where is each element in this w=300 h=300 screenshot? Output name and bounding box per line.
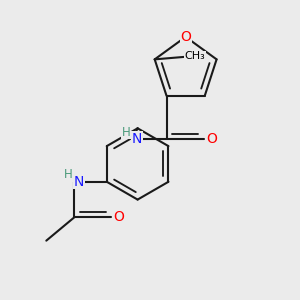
Text: N: N bbox=[74, 175, 84, 189]
Text: O: O bbox=[180, 30, 191, 44]
Text: O: O bbox=[114, 210, 124, 224]
Text: H: H bbox=[122, 126, 130, 139]
Text: CH₃: CH₃ bbox=[184, 51, 206, 61]
Text: H: H bbox=[64, 169, 72, 182]
Text: O: O bbox=[206, 132, 217, 146]
Text: N: N bbox=[132, 132, 142, 146]
